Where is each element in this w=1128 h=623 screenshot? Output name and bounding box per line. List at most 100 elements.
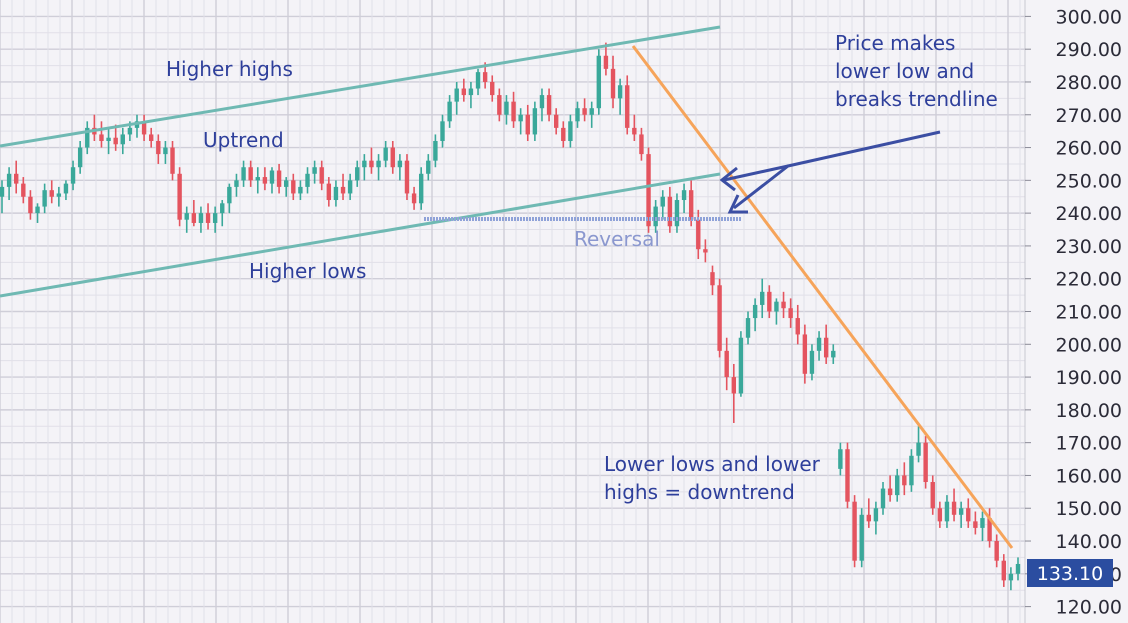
candle <box>1015 557 1021 581</box>
candle <box>944 495 950 528</box>
label-lower-lows-2: highs = downtrend <box>604 480 795 504</box>
candle <box>923 436 928 489</box>
candle-body <box>248 167 253 181</box>
candle <box>35 203 40 223</box>
candle-body <box>355 167 360 181</box>
candle-body <box>809 350 815 374</box>
candle <box>518 108 523 135</box>
candle <box>85 121 90 155</box>
candle <box>625 75 630 135</box>
candle <box>809 344 815 381</box>
candle-body <box>269 170 275 184</box>
y-tick-label: 140.00 <box>1056 531 1122 553</box>
candle <box>646 147 651 233</box>
candle-body <box>831 350 836 358</box>
candle-body <box>113 137 118 145</box>
candle-body <box>681 190 687 201</box>
candle-body <box>205 213 211 223</box>
candle <box>241 160 246 187</box>
candle-body <box>468 88 474 96</box>
candle <box>916 426 921 463</box>
candle-body <box>802 334 808 374</box>
candle-body <box>823 337 829 358</box>
candle <box>866 498 871 528</box>
candle-body <box>106 137 111 141</box>
candle-body <box>475 72 481 89</box>
y-axis: 300.00 290.00 280.00 270.00 260.00 250.00 240.… <box>1025 6 1122 619</box>
label-price-makes-2: lower low and <box>835 59 974 83</box>
candle <box>418 167 424 210</box>
candle-body <box>255 177 260 181</box>
candle-body <box>362 160 367 168</box>
candle <box>745 311 751 345</box>
candle-body <box>710 272 715 286</box>
candle <box>298 180 303 201</box>
candle <box>28 190 33 220</box>
current-price-tag: 133.10 <box>1027 559 1113 587</box>
candle <box>617 78 623 115</box>
candle-body <box>745 318 751 338</box>
candle-body <box>966 508 971 522</box>
candle <box>902 462 907 496</box>
candle <box>390 140 395 174</box>
y-tick-label: 180.00 <box>1056 400 1122 422</box>
candle <box>191 200 197 227</box>
candle <box>77 140 83 174</box>
candle <box>326 177 332 207</box>
candle-body <box>319 167 324 184</box>
y-tick-label: 250.00 <box>1056 170 1122 192</box>
candle-body <box>532 108 538 135</box>
candle <box>774 298 779 325</box>
break-arrow-head-lower <box>727 194 748 214</box>
candle-body <box>234 180 239 187</box>
candle-body <box>767 291 772 312</box>
candle <box>909 449 914 492</box>
candle <box>973 511 978 535</box>
candle <box>184 206 189 233</box>
candle <box>283 177 289 197</box>
candle-body <box>383 147 388 161</box>
candle <box>994 534 999 568</box>
candle-body <box>298 186 303 194</box>
candle <box>504 95 509 125</box>
candle-body <box>518 114 523 122</box>
candle-body <box>291 180 296 194</box>
candle <box>653 200 658 233</box>
overlays <box>0 25 1014 549</box>
candle <box>610 55 616 109</box>
label-higher-highs: Higher highs <box>166 57 293 81</box>
candle-body <box>923 442 928 483</box>
candle-body <box>610 68 616 99</box>
candle-body <box>752 304 758 319</box>
candle-body <box>177 173 182 220</box>
candle <box>447 95 452 128</box>
candle-body <box>816 337 822 351</box>
candle-body <box>887 488 893 496</box>
candle-body <box>99 134 104 141</box>
candle <box>383 140 388 168</box>
candle-body <box>845 449 850 502</box>
candle-body <box>987 518 992 542</box>
candle-body <box>120 134 125 145</box>
candle <box>276 163 282 194</box>
candle-body <box>170 147 175 174</box>
candle-body <box>1001 560 1006 581</box>
candle <box>987 508 992 548</box>
candle-body <box>795 318 800 335</box>
candle-body <box>930 482 935 509</box>
candle-body <box>660 196 665 207</box>
candle-body <box>347 180 353 194</box>
candle <box>681 183 687 214</box>
y-tick-label: 200.00 <box>1056 334 1122 356</box>
candle-body <box>376 160 381 168</box>
label-lower-lows-1: Lower lows and lower <box>604 452 821 476</box>
candle <box>767 285 772 319</box>
candle-body <box>404 160 410 194</box>
candle-body <box>902 475 907 486</box>
candle <box>163 140 168 164</box>
candle-body <box>191 213 197 223</box>
y-tick-label: 270.00 <box>1056 105 1122 127</box>
y-tick-label: 260.00 <box>1056 138 1122 160</box>
candle <box>511 91 516 128</box>
